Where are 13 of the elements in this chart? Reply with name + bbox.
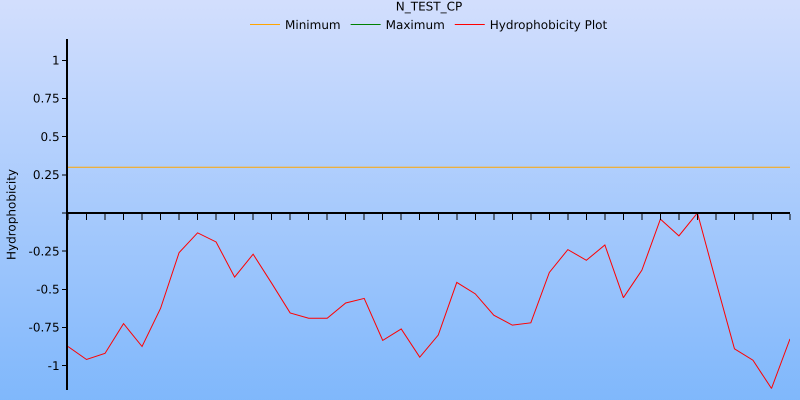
y-tick-label: -0.75 [28, 320, 60, 335]
y-tick-label: -0.25 [28, 244, 60, 258]
y-tick-label: 1 [52, 54, 60, 68]
legend-label: Minimum [285, 18, 341, 32]
y-tick-label: 0.75 [32, 92, 60, 106]
legend-label: Maximum [386, 18, 445, 32]
y-tick-label: -1 [48, 358, 60, 373]
legend-label: Hydrophobicity Plot [490, 18, 608, 32]
y-axis-title: Hydrophobicity [4, 168, 18, 260]
y-tick-label: 0.5 [40, 130, 60, 144]
y-tick-label: -0.5 [36, 282, 60, 296]
y-tick-label: 0.25 [32, 168, 60, 182]
chart-title: N_TEST_CP [396, 0, 462, 14]
